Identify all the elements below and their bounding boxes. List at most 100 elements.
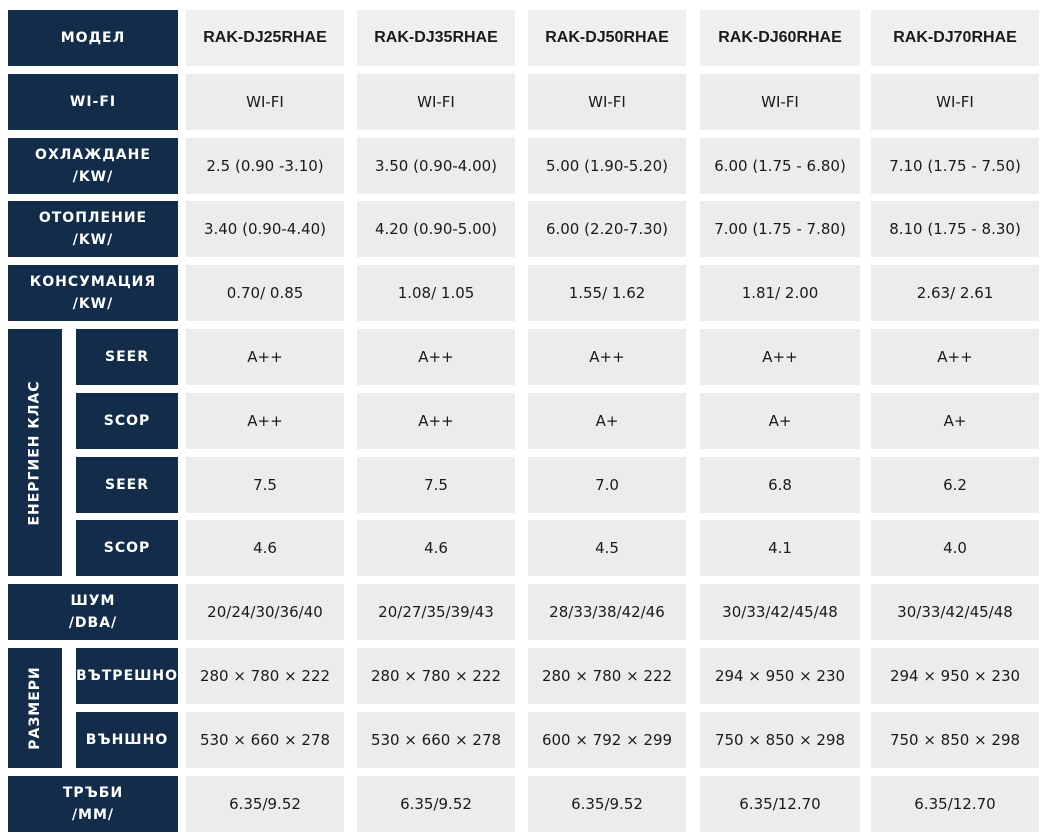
cell-text: 294 × 950 × 230 xyxy=(889,667,1021,685)
label-lines: SEER xyxy=(105,346,149,368)
label-lines: SEER xyxy=(105,474,149,496)
label-lines: ОТОПЛЕНИЕ/KW/ xyxy=(39,207,147,251)
group-text: РАЗМЕРИ xyxy=(27,666,44,750)
row-label: SCOP xyxy=(76,392,178,449)
cell-text: 6.2 xyxy=(943,475,967,494)
row-label: WI-FI xyxy=(8,73,178,130)
value-cell: 6.00 (2.20-7.30) xyxy=(528,201,686,258)
cell-text: 6.35/9.52 xyxy=(400,794,472,813)
label-line: /MM/ xyxy=(71,806,115,823)
cell-text: 3.50 (0.90-4.00) xyxy=(374,156,498,175)
label-line: /KW/ xyxy=(72,168,114,185)
value-cell: 0.70/ 0.85 xyxy=(186,265,344,322)
cell-text: RAK-DJ70RHAE xyxy=(893,29,1017,46)
value-cell: 294 × 950 × 230 xyxy=(871,648,1039,704)
value-cell: A++ xyxy=(528,329,686,385)
value-cell: 5.00 (1.90-5.20) xyxy=(528,137,686,194)
label-lines: КОНСУМАЦИЯ/KW/ xyxy=(30,271,156,315)
value-cell: 7.10 (1.75 - 7.50) xyxy=(871,137,1039,194)
cell-text: 8.10 (1.75 - 8.30) xyxy=(889,220,1021,239)
cell-text: A++ xyxy=(937,348,973,366)
cell-text: 0.70/ 0.85 xyxy=(226,284,304,303)
value-cell: 530 × 660 × 278 xyxy=(357,711,515,768)
value-cell: 30/33/42/45/48 xyxy=(700,584,860,641)
label-line: SEER xyxy=(105,476,149,493)
value-cell: WI-FI xyxy=(186,73,344,130)
label-line: ШУМ xyxy=(70,593,116,610)
value-cell: 750 × 850 × 298 xyxy=(700,711,860,768)
cell-text: 7.5 xyxy=(424,475,448,494)
value-cell: 6.2 xyxy=(871,456,1039,513)
cell-text: WI-FI xyxy=(246,92,284,111)
value-cell: 3.50 (0.90-4.00) xyxy=(357,137,515,194)
cell-text: 30/33/42/45/48 xyxy=(897,603,1013,622)
cell-text: 1.55/ 1.62 xyxy=(568,284,646,303)
cell-text: RAK-DJ60RHAE xyxy=(718,29,842,46)
cell-text: 6.35/12.70 xyxy=(739,794,821,813)
value-cell: 2.5 (0.90 -3.10) xyxy=(186,137,344,194)
cell-text: 280 × 780 × 222 xyxy=(541,667,673,685)
label-lines: SCOP xyxy=(104,537,151,559)
cell-text: 6.35/12.70 xyxy=(914,794,996,813)
cell-text: A++ xyxy=(589,348,625,366)
value-cell: 280 × 780 × 222 xyxy=(357,648,515,704)
cell-text: 4.20 (0.90-5.00) xyxy=(374,220,498,239)
cell-text: 4.1 xyxy=(768,539,792,558)
value-cell: 4.20 (0.90-5.00) xyxy=(357,201,515,258)
model-header: RAK-DJ60RHAE xyxy=(700,10,860,66)
row-label: ОТОПЛЕНИЕ/KW/ xyxy=(8,201,178,258)
value-cell: 1.55/ 1.62 xyxy=(528,265,686,322)
value-cell: 6.00 (1.75 - 6.80) xyxy=(700,137,860,194)
value-cell: 750 × 850 × 298 xyxy=(871,711,1039,768)
cell-text: A++ xyxy=(247,411,283,430)
cell-text: 28/33/38/42/46 xyxy=(549,603,665,622)
label-line: ОТОПЛЕНИЕ xyxy=(38,210,148,227)
value-cell: 7.5 xyxy=(186,456,344,513)
cell-text: 294 × 950 × 230 xyxy=(714,667,846,685)
value-cell: 6.8 xyxy=(700,456,860,513)
value-cell: 6.35/12.70 xyxy=(700,775,860,832)
value-cell: 20/27/35/39/43 xyxy=(357,584,515,641)
value-cell: A+ xyxy=(528,392,686,449)
value-cell: 4.5 xyxy=(528,520,686,577)
cell-text: 530 × 660 × 278 xyxy=(199,730,331,749)
cell-text: RAK-DJ50RHAE xyxy=(545,29,669,46)
cell-text: 3.40 (0.90-4.40) xyxy=(203,220,327,239)
label-lines: ШУМ/DBA/ xyxy=(69,590,117,634)
label-line: /KW/ xyxy=(72,296,114,313)
cell-text: A++ xyxy=(762,348,798,366)
cell-text: 530 × 660 × 278 xyxy=(370,730,502,749)
label-lines: МОДЕЛ xyxy=(61,27,126,49)
label-lines: SCOP xyxy=(104,410,151,432)
label-line: ВЪНШНО xyxy=(85,731,169,748)
row-label: ВЪНШНО xyxy=(76,711,178,768)
cell-text: 4.6 xyxy=(253,539,277,558)
cell-text: WI-FI xyxy=(417,92,455,111)
label-line: ВЪТРЕШНО xyxy=(75,668,179,684)
row-label: SEER xyxy=(76,329,178,385)
cell-text: 7.10 (1.75 - 7.50) xyxy=(889,156,1021,175)
value-cell: A++ xyxy=(186,329,344,385)
value-cell: 294 × 950 × 230 xyxy=(700,648,860,704)
cell-text: A+ xyxy=(768,411,792,430)
value-cell: 4.6 xyxy=(357,520,515,577)
value-cell: 280 × 780 × 222 xyxy=(528,648,686,704)
value-cell: 2.63/ 2.61 xyxy=(871,265,1039,322)
model-header: RAK-DJ25RHAE xyxy=(186,10,344,66)
value-cell: 28/33/38/42/46 xyxy=(528,584,686,641)
cell-text: A++ xyxy=(247,348,283,366)
cell-text: 2.5 (0.90 -3.10) xyxy=(206,156,324,175)
row-label: МОДЕЛ xyxy=(8,10,178,66)
row-label: SCOP xyxy=(76,520,178,577)
value-cell: 600 × 792 × 299 xyxy=(528,711,686,768)
value-cell: 3.40 (0.90-4.40) xyxy=(186,201,344,258)
label-line: ТРЪБИ xyxy=(62,784,124,801)
value-cell: WI-FI xyxy=(528,73,686,130)
cell-text: 5.00 (1.90-5.20) xyxy=(545,156,669,175)
value-cell: 4.6 xyxy=(186,520,344,577)
row-label: SEER xyxy=(76,456,178,513)
value-cell: 8.10 (1.75 - 8.30) xyxy=(871,201,1039,258)
cell-text: 6.00 (2.20-7.30) xyxy=(545,220,669,239)
label-line: МОДЕЛ xyxy=(60,30,126,46)
row-label: ТРЪБИ/MM/ xyxy=(8,775,178,832)
